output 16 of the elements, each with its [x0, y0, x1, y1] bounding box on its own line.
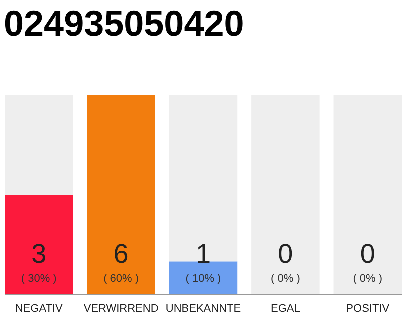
chart-title: 024935050420 — [4, 3, 244, 44]
data-label: 3 — [32, 239, 47, 269]
annotation: 0 — [278, 239, 294, 269]
annotation: 0 — [360, 239, 376, 269]
annotation: ( 60% ) — [104, 273, 140, 285]
annotation: ( 30% ) — [21, 273, 57, 285]
x-tick-label: VERWIRREND — [84, 303, 159, 315]
data-label: 1 — [196, 239, 212, 269]
data-label: 6 — [114, 239, 129, 269]
annotation: ( 0% ) — [353, 273, 383, 285]
x-tick-label: NEGATIV — [15, 303, 64, 315]
x-tick-label: EGAL — [271, 303, 300, 315]
annotation: ( 10% ) — [186, 273, 222, 285]
x-tick-label: UNBEKANNTE — [166, 303, 242, 315]
x-tick-label: POSITIV — [346, 303, 390, 315]
annotation: ( 0% ) — [271, 273, 300, 285]
